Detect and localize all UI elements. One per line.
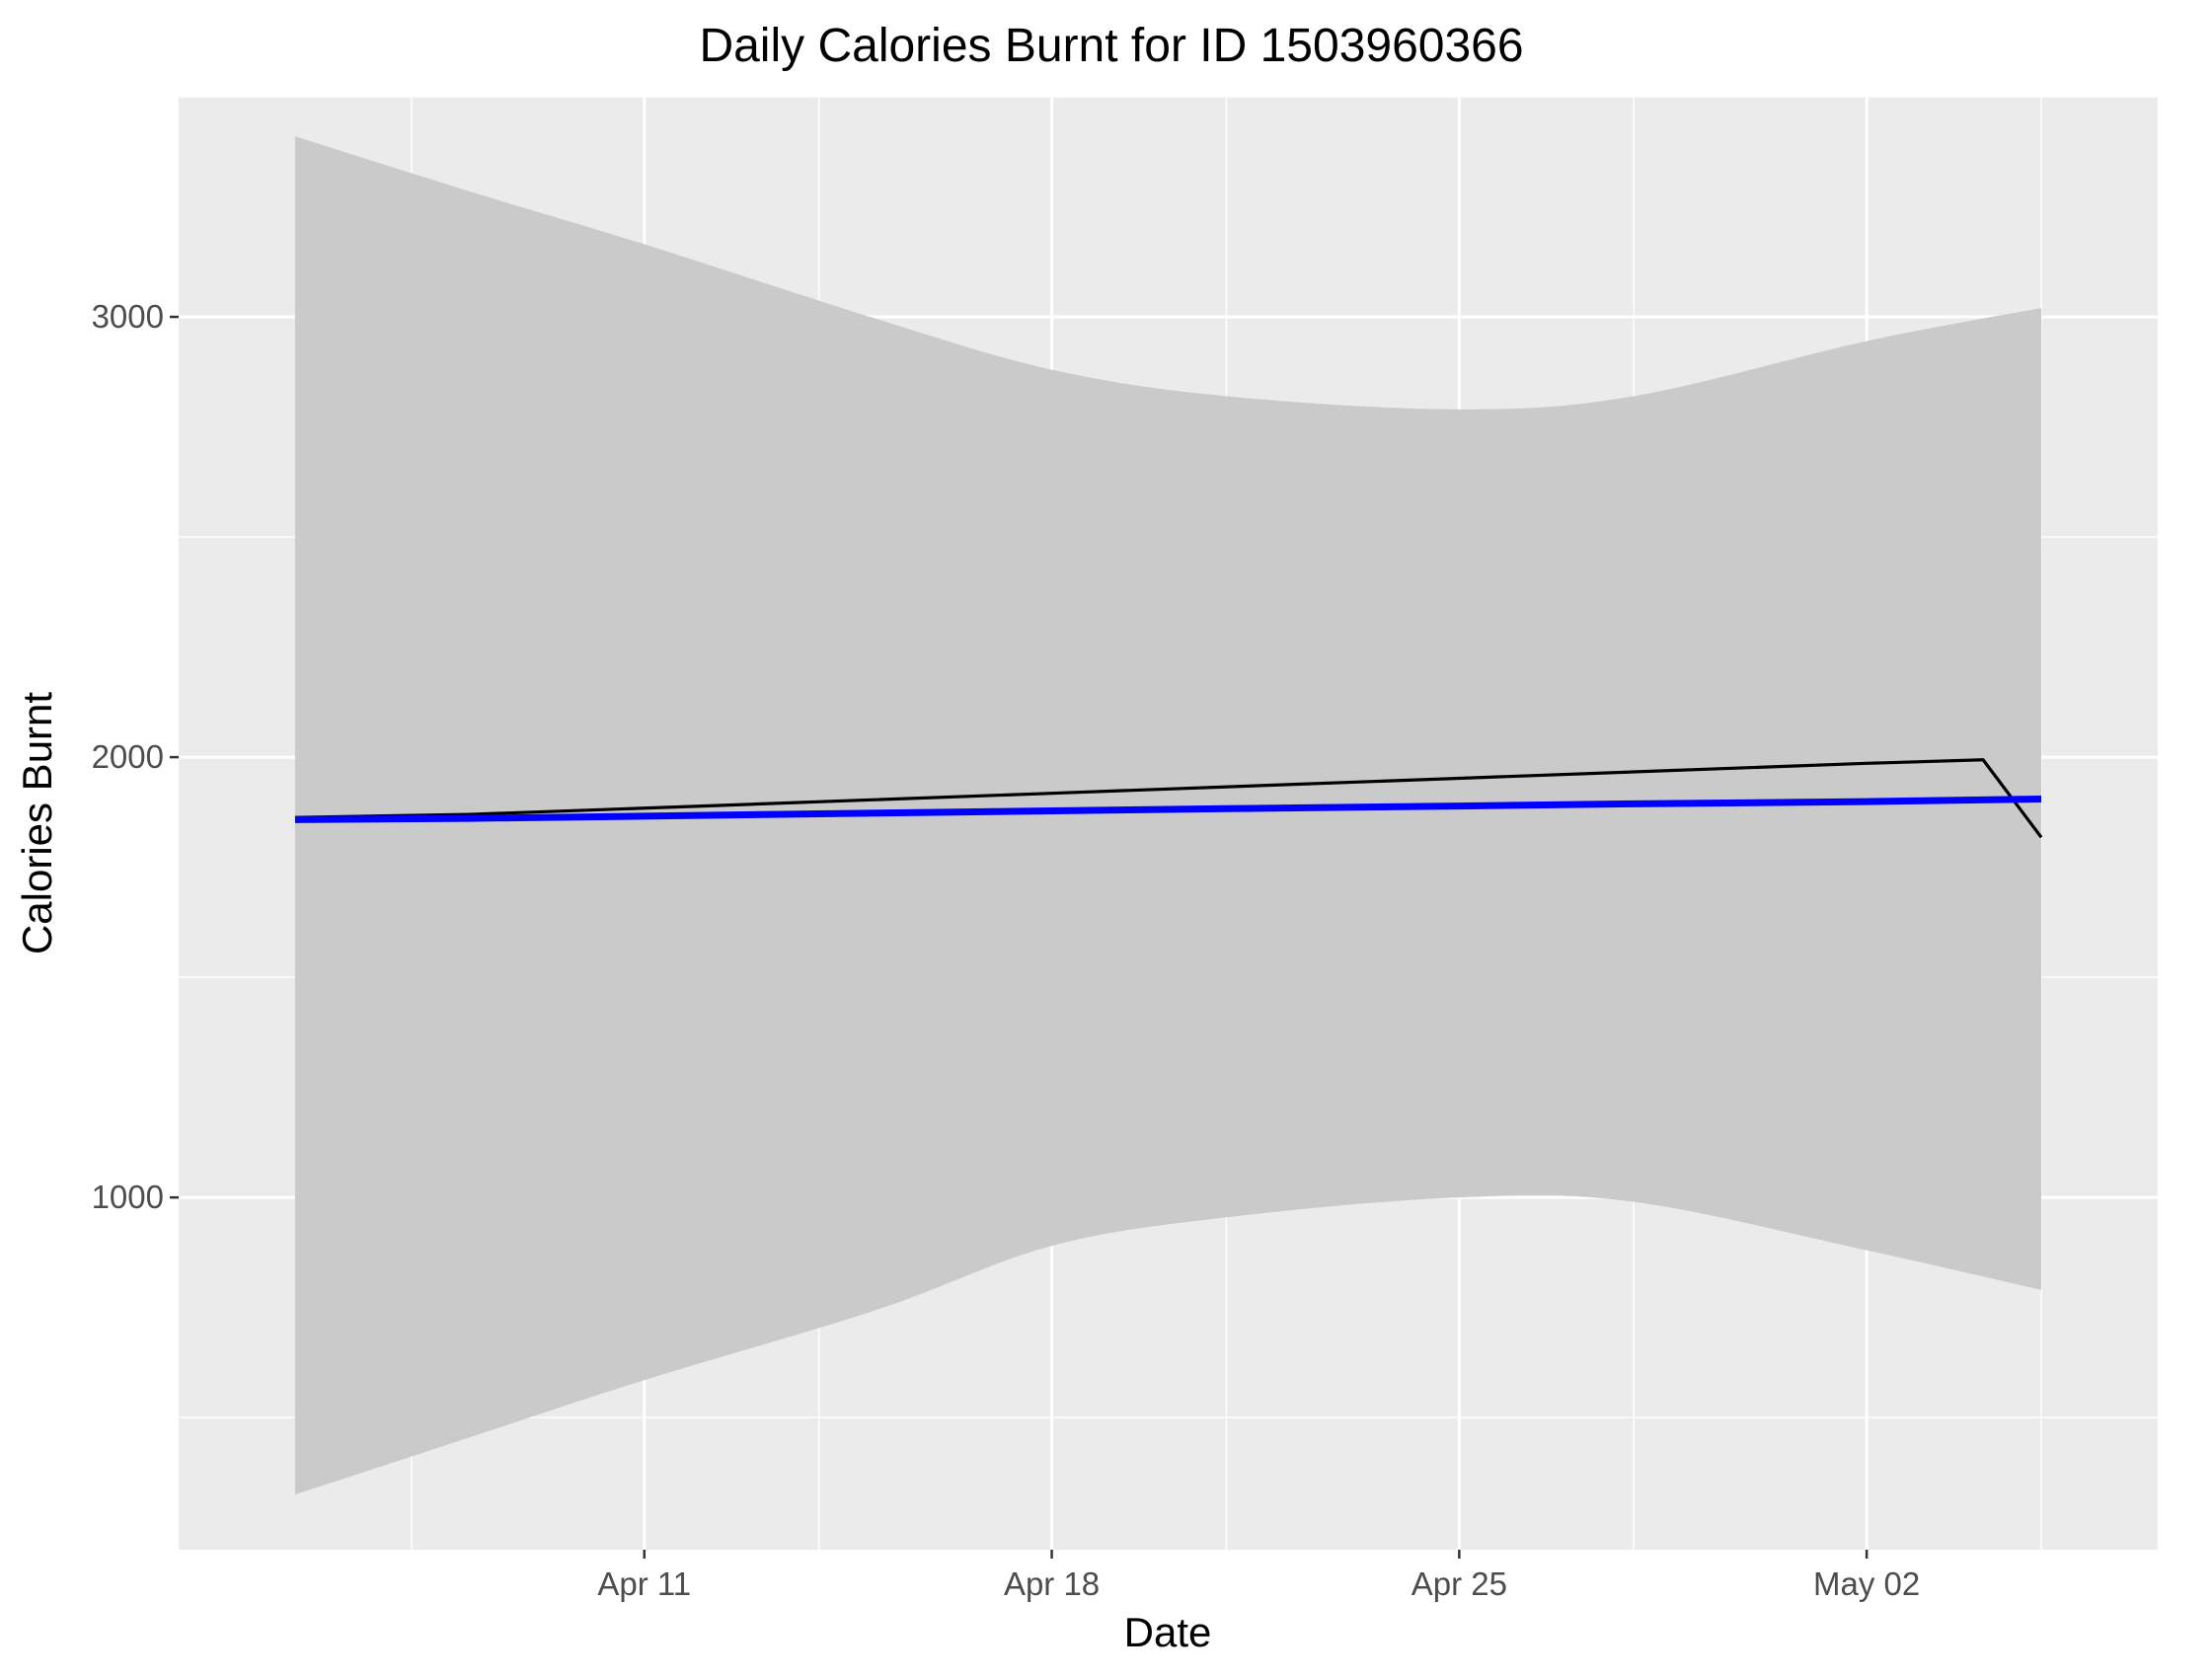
series-layer xyxy=(294,758,2043,839)
x-axis-title: Date xyxy=(1124,1609,1212,1655)
confidence-band xyxy=(294,136,2042,1495)
x-tick-label-3: May 02 xyxy=(1813,1565,1920,1602)
x-axis: Apr 11 Apr 18 Apr 25 May 02 xyxy=(597,1550,1920,1602)
y-axis: 1000 2000 3000 xyxy=(92,298,179,1215)
daily-calories-line xyxy=(294,758,2043,839)
y-tick-label-2: 3000 xyxy=(92,298,164,335)
chart-title: Daily Calories Burnt for ID 1503960366 xyxy=(699,20,1523,72)
x-tick-label-2: Apr 25 xyxy=(1411,1565,1507,1602)
y-tick-label-0: 1000 xyxy=(92,1179,164,1215)
x-tick-label-0: Apr 11 xyxy=(597,1565,691,1602)
y-axis-title: Calories Burnt xyxy=(14,692,60,954)
trend-line xyxy=(294,795,2042,823)
y-tick-label-1: 2000 xyxy=(92,738,164,775)
confidence-band-layer xyxy=(294,136,2042,1495)
x-tick-label-1: Apr 18 xyxy=(1004,1565,1100,1602)
